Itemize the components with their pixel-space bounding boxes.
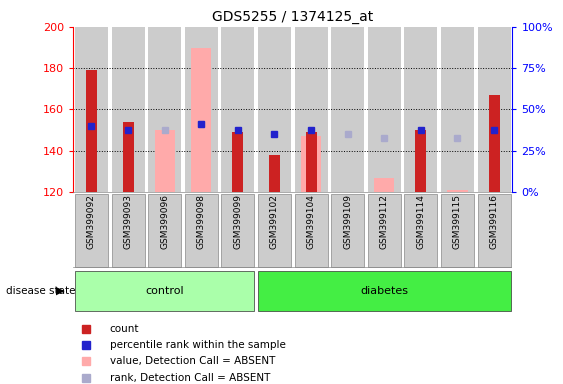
Text: percentile rank within the sample: percentile rank within the sample bbox=[110, 340, 285, 350]
Bar bbox=[441, 27, 474, 192]
Text: GSM399112: GSM399112 bbox=[380, 194, 388, 249]
Text: count: count bbox=[110, 324, 139, 334]
FancyBboxPatch shape bbox=[441, 194, 474, 267]
Text: GSM399104: GSM399104 bbox=[307, 194, 315, 249]
Text: GSM399096: GSM399096 bbox=[160, 194, 169, 249]
Bar bbox=[415, 130, 426, 192]
Text: rank, Detection Call = ABSENT: rank, Detection Call = ABSENT bbox=[110, 372, 270, 382]
Text: GSM399099: GSM399099 bbox=[234, 194, 242, 249]
Text: control: control bbox=[145, 286, 184, 296]
Text: GSM399109: GSM399109 bbox=[343, 194, 352, 249]
Text: diabetes: diabetes bbox=[360, 286, 408, 296]
Text: GSM399115: GSM399115 bbox=[453, 194, 462, 249]
Bar bbox=[75, 27, 108, 192]
Bar bbox=[404, 27, 437, 192]
Bar bbox=[111, 27, 145, 192]
Text: disease state: disease state bbox=[6, 286, 75, 296]
Bar bbox=[294, 27, 328, 192]
Text: GSM399092: GSM399092 bbox=[87, 194, 96, 249]
FancyBboxPatch shape bbox=[221, 194, 254, 267]
FancyBboxPatch shape bbox=[75, 271, 254, 311]
Title: GDS5255 / 1374125_at: GDS5255 / 1374125_at bbox=[212, 10, 373, 25]
Text: value, Detection Call = ABSENT: value, Detection Call = ABSENT bbox=[110, 356, 275, 366]
Bar bbox=[477, 27, 511, 192]
Bar bbox=[86, 70, 97, 192]
Text: GSM399093: GSM399093 bbox=[124, 194, 132, 249]
Bar bbox=[448, 190, 467, 192]
FancyBboxPatch shape bbox=[111, 194, 145, 267]
Bar bbox=[269, 155, 280, 192]
Text: GSM399114: GSM399114 bbox=[417, 194, 425, 249]
Text: ▶: ▶ bbox=[56, 286, 65, 296]
FancyBboxPatch shape bbox=[75, 194, 108, 267]
Bar bbox=[155, 130, 175, 192]
Bar bbox=[258, 27, 291, 192]
Bar bbox=[331, 27, 364, 192]
FancyBboxPatch shape bbox=[258, 194, 291, 267]
Text: GSM399098: GSM399098 bbox=[197, 194, 205, 249]
Bar bbox=[221, 27, 254, 192]
Bar bbox=[185, 27, 218, 192]
FancyBboxPatch shape bbox=[368, 194, 401, 267]
Bar bbox=[301, 136, 321, 192]
FancyBboxPatch shape bbox=[148, 194, 181, 267]
Bar bbox=[374, 177, 394, 192]
Bar bbox=[368, 27, 401, 192]
FancyBboxPatch shape bbox=[477, 194, 511, 267]
Bar bbox=[233, 132, 243, 192]
Text: GSM399116: GSM399116 bbox=[490, 194, 498, 249]
Text: GSM399102: GSM399102 bbox=[270, 194, 279, 249]
FancyBboxPatch shape bbox=[331, 194, 364, 267]
FancyBboxPatch shape bbox=[258, 271, 511, 311]
Bar bbox=[123, 122, 133, 192]
FancyBboxPatch shape bbox=[185, 194, 218, 267]
FancyBboxPatch shape bbox=[404, 194, 437, 267]
Bar bbox=[148, 27, 181, 192]
FancyBboxPatch shape bbox=[294, 194, 328, 267]
Bar bbox=[191, 48, 211, 192]
Bar bbox=[489, 95, 499, 192]
Bar bbox=[306, 132, 316, 192]
